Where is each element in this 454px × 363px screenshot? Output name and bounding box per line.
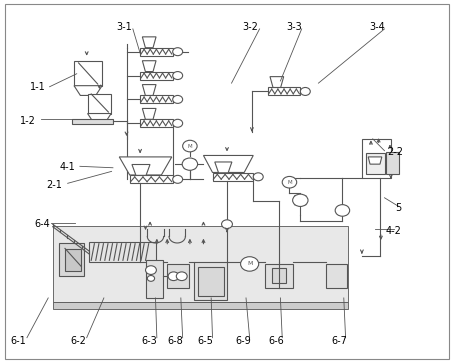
Bar — [140, 48, 173, 56]
Text: 6-5: 6-5 — [197, 337, 213, 346]
Bar — [366, 152, 385, 174]
Circle shape — [146, 266, 156, 274]
Bar — [146, 260, 163, 298]
Bar — [59, 243, 84, 276]
Bar — [53, 227, 348, 302]
Bar — [212, 173, 253, 181]
Bar — [197, 267, 224, 297]
Bar — [74, 61, 102, 86]
Polygon shape — [74, 86, 102, 95]
Bar — [326, 264, 347, 288]
Circle shape — [335, 205, 350, 216]
Text: 6-3: 6-3 — [141, 337, 157, 346]
Text: 6-7: 6-7 — [331, 337, 347, 346]
Circle shape — [173, 119, 183, 127]
Text: 3-4: 3-4 — [370, 22, 385, 32]
Bar — [362, 139, 391, 178]
Text: M: M — [287, 180, 292, 185]
Circle shape — [183, 140, 197, 152]
Bar — [130, 175, 173, 183]
Text: 4-1: 4-1 — [60, 162, 75, 172]
Polygon shape — [88, 114, 111, 122]
Circle shape — [173, 175, 183, 183]
Bar — [140, 95, 173, 103]
Bar — [194, 262, 227, 300]
Polygon shape — [132, 164, 150, 175]
Bar — [266, 264, 293, 288]
Bar — [386, 152, 399, 174]
Bar — [72, 119, 113, 124]
Polygon shape — [368, 157, 382, 164]
Bar — [89, 242, 156, 262]
Text: 6-1: 6-1 — [10, 337, 26, 346]
Bar — [88, 94, 111, 114]
Circle shape — [148, 276, 154, 281]
Circle shape — [173, 72, 183, 79]
Text: 3-1: 3-1 — [116, 22, 132, 32]
Polygon shape — [270, 77, 284, 87]
Circle shape — [168, 272, 179, 281]
Text: M: M — [188, 143, 192, 148]
Polygon shape — [143, 61, 156, 72]
Circle shape — [253, 173, 263, 181]
Polygon shape — [119, 157, 172, 175]
Circle shape — [176, 272, 187, 281]
Text: 5: 5 — [395, 203, 401, 212]
Text: 6-2: 6-2 — [71, 337, 86, 346]
Text: 1-1: 1-1 — [30, 82, 46, 93]
Bar — [140, 119, 173, 127]
Circle shape — [173, 95, 183, 103]
Circle shape — [241, 257, 259, 271]
Text: 6-9: 6-9 — [235, 337, 251, 346]
Circle shape — [182, 158, 197, 170]
Polygon shape — [203, 155, 253, 172]
Bar — [140, 72, 173, 79]
Text: 2-1: 2-1 — [46, 180, 62, 190]
Polygon shape — [143, 37, 156, 48]
Circle shape — [173, 48, 183, 56]
Text: 2-2: 2-2 — [387, 147, 403, 157]
Bar — [167, 264, 189, 288]
Polygon shape — [143, 85, 156, 95]
Text: 3-2: 3-2 — [242, 22, 258, 32]
Circle shape — [301, 87, 310, 95]
Bar — [272, 268, 286, 284]
Text: 6-4: 6-4 — [35, 219, 50, 229]
Bar — [53, 302, 348, 309]
Text: 3-3: 3-3 — [286, 22, 302, 32]
Polygon shape — [215, 162, 232, 173]
Text: 6-8: 6-8 — [167, 337, 183, 346]
Text: 6-6: 6-6 — [268, 337, 284, 346]
Circle shape — [222, 220, 232, 229]
Bar — [65, 249, 81, 271]
Text: 1-2: 1-2 — [20, 116, 36, 126]
Polygon shape — [143, 109, 156, 119]
Bar — [268, 87, 301, 95]
Text: M: M — [247, 261, 252, 266]
Circle shape — [282, 176, 297, 188]
Circle shape — [293, 194, 308, 207]
Text: 4-2: 4-2 — [385, 227, 401, 236]
